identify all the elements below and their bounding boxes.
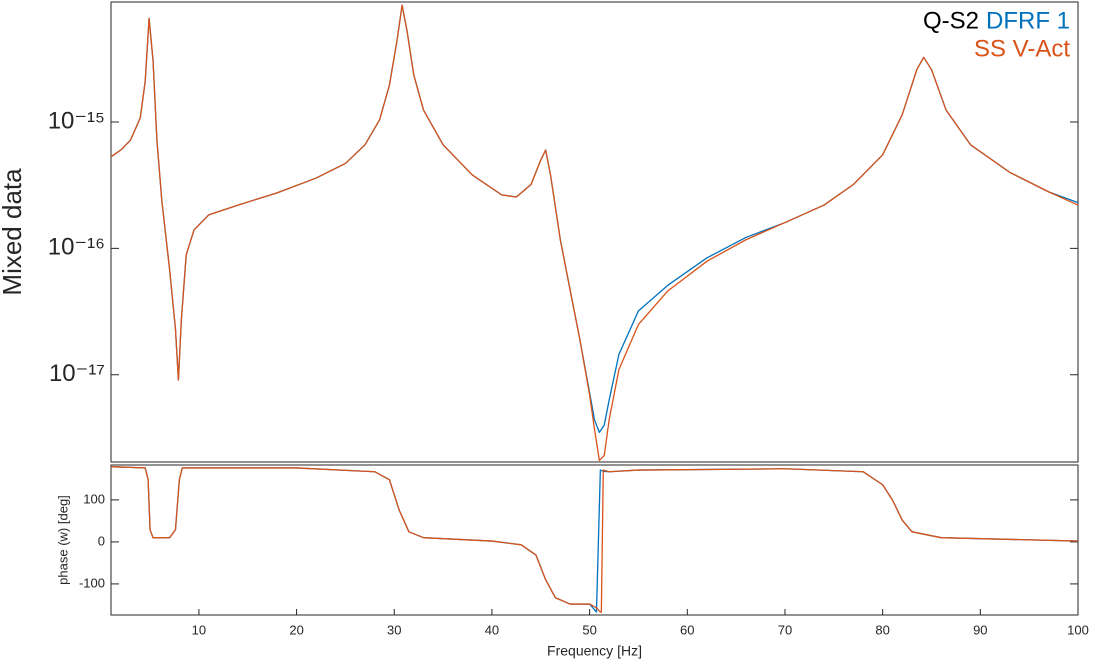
x-tick-label: 60 [680,622,694,637]
y-axis-label: phase (w) [deg] [55,495,70,585]
series-line [110,466,1079,613]
legend-title: Q-S2 [923,7,979,34]
plot-area [110,464,1079,616]
x-tick-label: 100 [1067,622,1089,637]
y-tick-label: 100 [83,491,105,506]
x-tick-label: 50 [582,622,596,637]
y-tick-label: 10⁻¹⁷ [49,360,105,387]
y-axis-label: Mixed data [0,168,27,296]
y-tick-label: 0 [98,533,105,548]
x-axis-label: Frequency [Hz] [547,643,642,659]
legend-entry: DFRF 1 [986,7,1070,34]
x-tick-label: 10 [192,622,206,637]
x-tick-label: 90 [973,622,987,637]
x-tick-label: 40 [485,622,499,637]
y-tick-label: 10⁻¹⁵ [48,107,105,134]
plot-area [110,1,1079,463]
y-tick-label: 10⁻¹⁶ [48,234,105,261]
x-tick-label: 20 [289,622,303,637]
x-tick-label: 80 [875,622,889,637]
x-tick-label: 30 [387,622,401,637]
legend-entry: SS V-Act [974,35,1070,62]
x-tick-label: 70 [778,622,792,637]
y-tick-label: -100 [79,575,105,590]
series-line [110,4,1079,462]
